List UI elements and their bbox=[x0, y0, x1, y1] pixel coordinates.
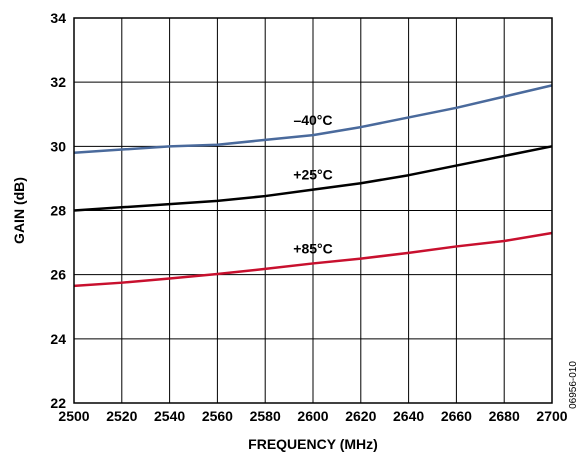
series-label-2: +85°C bbox=[293, 240, 332, 256]
x-tick-label: 2520 bbox=[106, 408, 137, 424]
series-line-0 bbox=[73, 84, 553, 154]
x-tick-label: 2580 bbox=[250, 408, 281, 424]
x-tick-label: 2640 bbox=[393, 408, 424, 424]
grid bbox=[73, 17, 553, 404]
x-tick-label: 2660 bbox=[441, 408, 472, 424]
y-tick-label: 24 bbox=[50, 331, 66, 347]
x-tick-label: 2620 bbox=[345, 408, 376, 424]
x-tick-label: 2500 bbox=[58, 408, 89, 424]
series-label-1: +25°C bbox=[293, 167, 332, 183]
x-tick-label: 2540 bbox=[154, 408, 185, 424]
x-tick-label: 2680 bbox=[489, 408, 520, 424]
series-lines bbox=[73, 84, 553, 288]
series-label-0: –40°C bbox=[293, 112, 332, 128]
x-axis-title: FREQUENCY (MHz) bbox=[248, 436, 378, 452]
y-tick-label: 34 bbox=[50, 10, 66, 26]
y-tick-label: 28 bbox=[50, 203, 66, 219]
plot-frame bbox=[73, 17, 553, 404]
y-tick-label: 32 bbox=[50, 74, 66, 90]
x-tick-label: 2600 bbox=[297, 408, 328, 424]
x-tick-label: 2700 bbox=[536, 408, 567, 424]
y-tick-label: 22 bbox=[50, 395, 66, 411]
figure-id: 06956-010 bbox=[568, 361, 579, 409]
y-axis-title: GAIN (dB) bbox=[11, 177, 27, 244]
y-axis-ticks: 22 24 26 28 30 32 34 bbox=[50, 10, 66, 411]
x-tick-label: 2560 bbox=[202, 408, 233, 424]
series-line-1 bbox=[73, 145, 553, 212]
series-line-2 bbox=[73, 231, 553, 288]
y-tick-label: 26 bbox=[50, 267, 66, 283]
series-labels: –40°C +25°C +85°C bbox=[293, 112, 332, 256]
x-axis-ticks: 2500 2520 2540 2560 2580 2600 2620 2640 2660 2680… bbox=[58, 408, 567, 424]
y-tick-label: 30 bbox=[50, 138, 66, 154]
